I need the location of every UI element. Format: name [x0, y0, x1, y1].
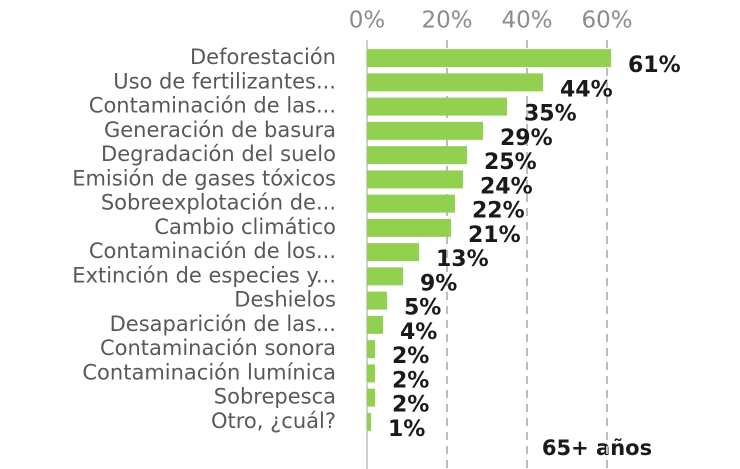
- bar: [367, 97, 507, 116]
- bar: [367, 243, 419, 262]
- value-label: 2%: [392, 344, 429, 369]
- bar: [367, 388, 375, 407]
- value-label: 22%: [472, 199, 525, 224]
- x-tick-label: 20%: [421, 8, 472, 34]
- bar: [367, 291, 387, 310]
- category-label: Desaparición de las...: [110, 312, 336, 336]
- value-label: 13%: [436, 247, 489, 272]
- bar: [367, 194, 455, 213]
- bar: [367, 73, 543, 92]
- value-label: 1%: [388, 417, 425, 442]
- bar: [367, 315, 383, 334]
- value-label: 44%: [560, 77, 613, 102]
- value-label: 21%: [468, 223, 521, 248]
- subtitle: 65+ años: [542, 436, 652, 460]
- category-label: Deforestación: [190, 45, 336, 69]
- bar: [367, 121, 483, 140]
- category-label: Uso de fertilizantes...: [113, 69, 336, 93]
- value-label: 2%: [392, 368, 429, 393]
- bar: [367, 146, 467, 165]
- value-label: 24%: [480, 174, 533, 199]
- value-label: 25%: [484, 150, 537, 175]
- value-label: 5%: [404, 296, 441, 321]
- category-label: Degradación del suelo: [101, 142, 336, 166]
- bar: [367, 170, 463, 189]
- category-label: Emisión de gases tóxicos: [72, 166, 336, 190]
- value-label: 4%: [400, 320, 437, 345]
- category-label: Sobrepesca: [214, 385, 336, 409]
- category-label: Deshielos: [234, 288, 336, 312]
- value-label: 35%: [524, 102, 577, 127]
- category-label: Contaminación lumínica: [82, 360, 336, 384]
- value-label: 2%: [392, 393, 429, 418]
- category-label: Contaminación sonora: [100, 336, 336, 360]
- value-label: 29%: [500, 126, 553, 151]
- category-label: Contaminación de las...: [89, 94, 336, 118]
- category-label: Otro, ¿cuál?: [211, 409, 336, 433]
- bar: [367, 49, 611, 68]
- x-tick-label: 60%: [581, 8, 632, 34]
- category-label: Contaminación de los...: [89, 239, 336, 263]
- bar: [367, 412, 371, 431]
- category-label: Extinción de especies y...: [72, 263, 336, 287]
- bar: [367, 364, 375, 383]
- x-tick-label: 40%: [501, 8, 552, 34]
- bar: [367, 340, 375, 359]
- value-label: 9%: [420, 271, 457, 296]
- bar: [367, 218, 451, 237]
- category-label: Sobreexplotación de...: [101, 191, 336, 215]
- bar: [367, 267, 403, 286]
- category-label: Cambio climático: [154, 215, 336, 239]
- value-label: 61%: [628, 53, 681, 78]
- category-label: Generación de basura: [104, 118, 336, 142]
- x-tick-label: 0%: [349, 8, 386, 34]
